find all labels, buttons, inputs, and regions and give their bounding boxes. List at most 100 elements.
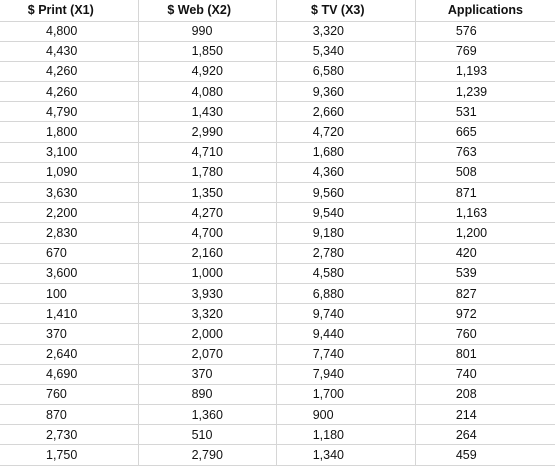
cell-tv[interactable]: 6,580 [276,61,416,83]
cell-print[interactable]: 2,730 [0,424,139,446]
table-row: 2,200 4,270 9,540 1,163 [0,202,555,224]
table-row: 2,730 510 1,180 264 [0,424,555,446]
cell-web[interactable]: 4,080 [138,81,277,103]
cell-tv[interactable]: 2,780 [276,243,416,264]
cell-tv[interactable]: 4,360 [276,162,416,184]
cell-applications[interactable]: 972 [415,303,555,325]
table-row: 870 1,360 900 214 [0,404,555,426]
cell-tv[interactable]: 7,740 [276,344,416,365]
cell-applications[interactable]: 539 [415,263,555,284]
cell-print[interactable]: 4,260 [0,61,139,83]
cell-tv[interactable]: 1,180 [276,424,416,446]
header-web[interactable]: $ Web (X2) [138,0,277,22]
cell-applications[interactable]: 760 [415,323,555,345]
cell-tv[interactable]: 5,340 [276,41,416,62]
cell-applications[interactable]: 208 [415,384,555,406]
cell-tv[interactable]: 9,560 [276,182,416,204]
cell-print[interactable]: 4,800 [0,21,139,42]
cell-web[interactable]: 4,920 [138,61,277,83]
cell-print[interactable]: 2,830 [0,222,139,244]
header-print[interactable]: $ Print (X1) [0,0,139,22]
cell-web[interactable]: 1,350 [138,182,277,204]
cell-tv[interactable]: 4,720 [276,121,416,143]
cell-web[interactable]: 4,270 [138,202,277,224]
cell-print[interactable]: 100 [0,283,139,305]
cell-print[interactable]: 1,410 [0,303,139,325]
cell-applications[interactable]: 763 [415,142,555,163]
cell-web[interactable]: 990 [138,21,277,42]
cell-tv[interactable]: 2,660 [276,101,416,123]
cell-print[interactable]: 1,750 [0,444,139,466]
cell-web[interactable]: 890 [138,384,277,406]
cell-print[interactable]: 4,690 [0,364,139,385]
header-applications[interactable]: Applications [415,0,555,22]
cell-print[interactable]: 3,600 [0,263,139,284]
cell-web[interactable]: 2,790 [138,444,277,466]
cell-print[interactable]: 3,630 [0,182,139,204]
cell-print[interactable]: 1,090 [0,162,139,184]
cell-print[interactable]: 870 [0,404,139,426]
cell-web[interactable]: 2,160 [138,243,277,264]
cell-web[interactable]: 370 [138,364,277,385]
cell-applications[interactable]: 769 [415,41,555,62]
cell-web[interactable]: 2,990 [138,121,277,143]
cell-web[interactable]: 1,430 [138,101,277,123]
cell-tv[interactable]: 9,540 [276,202,416,224]
cell-tv[interactable]: 9,180 [276,222,416,244]
cell-applications[interactable]: 420 [415,243,555,264]
cell-tv[interactable]: 7,940 [276,364,416,385]
cell-tv[interactable]: 9,740 [276,303,416,325]
cell-web[interactable]: 4,710 [138,142,277,163]
cell-applications[interactable]: 827 [415,283,555,305]
cell-print[interactable]: 2,640 [0,344,139,365]
cell-applications[interactable]: 1,163 [415,202,555,224]
cell-applications[interactable]: 264 [415,424,555,446]
cell-tv[interactable]: 6,880 [276,283,416,305]
cell-tv[interactable]: 4,580 [276,263,416,284]
cell-applications[interactable]: 1,193 [415,61,555,83]
cell-applications[interactable]: 508 [415,162,555,184]
header-tv[interactable]: $ TV (X3) [276,0,416,22]
cell-applications[interactable]: 214 [415,404,555,426]
cell-web[interactable]: 1,780 [138,162,277,184]
cell-print[interactable]: 4,790 [0,101,139,123]
cell-web[interactable]: 2,070 [138,344,277,365]
cell-print[interactable]: 4,430 [0,41,139,62]
cell-print[interactable]: 370 [0,323,139,345]
cell-applications[interactable]: 871 [415,182,555,204]
table-row: 2,640 2,070 7,740 801 [0,344,555,365]
cell-tv[interactable]: 1,340 [276,444,416,466]
cell-applications[interactable]: 801 [415,344,555,365]
cell-print[interactable]: 760 [0,384,139,406]
cell-tv[interactable]: 9,360 [276,81,416,103]
cell-print[interactable]: 2,200 [0,202,139,224]
cell-applications[interactable]: 665 [415,121,555,143]
cell-print[interactable]: 4,260 [0,81,139,103]
cell-web[interactable]: 510 [138,424,277,446]
table-row: 100 3,930 6,880 827 [0,283,555,305]
cell-tv[interactable]: 1,680 [276,142,416,163]
cell-print[interactable]: 1,800 [0,121,139,143]
cell-tv[interactable]: 9,440 [276,323,416,345]
cell-web[interactable]: 1,850 [138,41,277,62]
cell-tv[interactable]: 3,320 [276,21,416,42]
table-row: 1,750 2,790 1,340 459 [0,444,555,466]
cell-tv[interactable]: 1,700 [276,384,416,406]
cell-tv[interactable]: 900 [276,404,416,426]
cell-print[interactable]: 3,100 [0,142,139,163]
header-row: $ Print (X1) $ Web (X2) $ TV (X3) Applic… [0,0,555,22]
cell-web[interactable]: 2,000 [138,323,277,345]
cell-print[interactable]: 670 [0,243,139,264]
cell-web[interactable]: 3,930 [138,283,277,305]
cell-web[interactable]: 3,320 [138,303,277,325]
cell-applications[interactable]: 576 [415,21,555,42]
cell-web[interactable]: 1,360 [138,404,277,426]
cell-web[interactable]: 1,000 [138,263,277,284]
cell-applications[interactable]: 740 [415,364,555,385]
cell-applications[interactable]: 1,239 [415,81,555,103]
cell-web[interactable]: 4,700 [138,222,277,244]
cell-applications[interactable]: 531 [415,101,555,123]
cell-applications[interactable]: 1,200 [415,222,555,244]
cell-applications[interactable]: 459 [415,444,555,466]
table-row: 3,100 4,710 1,680 763 [0,142,555,163]
